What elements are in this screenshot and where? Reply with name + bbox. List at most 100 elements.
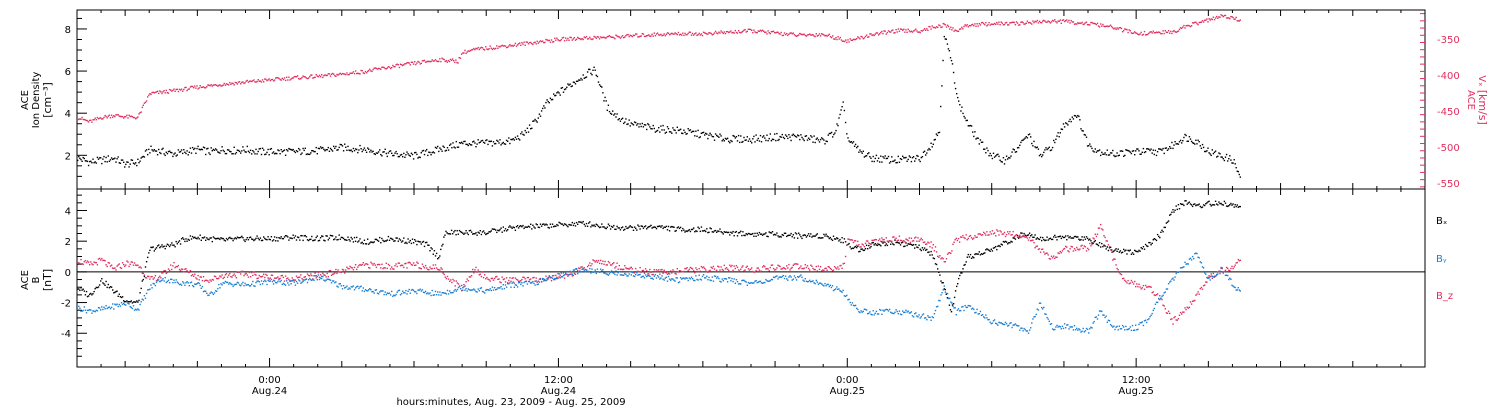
data-point	[166, 271, 169, 274]
data-point	[528, 226, 531, 228]
data-point	[294, 151, 297, 154]
data-point	[110, 264, 113, 266]
data-point	[1185, 200, 1187, 202]
data-point	[514, 284, 517, 286]
data-point	[298, 279, 300, 281]
data-point	[411, 153, 414, 156]
data-point	[804, 34, 806, 37]
data-point	[851, 247, 854, 249]
data-point	[1023, 138, 1025, 140]
data-point	[178, 151, 181, 153]
data-point	[907, 239, 909, 242]
data-point	[699, 270, 701, 272]
data-point	[1021, 21, 1023, 23]
data-point	[229, 282, 231, 284]
data-point	[281, 274, 283, 277]
data-point	[1162, 147, 1164, 150]
data-point	[129, 263, 131, 265]
data-point	[417, 262, 419, 264]
data-point	[1063, 20, 1066, 23]
data-point	[251, 80, 253, 83]
data-point	[1227, 160, 1229, 162]
data-point	[376, 68, 379, 70]
data-point	[397, 240, 399, 242]
data-point	[569, 273, 571, 275]
data-point	[1016, 22, 1019, 24]
data-point	[277, 240, 279, 242]
data-point	[261, 79, 264, 81]
data-point	[753, 235, 755, 237]
data-point	[386, 292, 388, 294]
data-point	[439, 255, 441, 257]
data-point	[1069, 235, 1071, 238]
data-point	[1028, 21, 1031, 24]
data-point	[1056, 135, 1058, 137]
data-point	[804, 234, 806, 236]
data-point	[278, 77, 280, 80]
data-point	[221, 274, 223, 276]
data-point	[238, 81, 241, 83]
data-point	[987, 234, 989, 236]
data-point	[218, 84, 220, 87]
data-point	[184, 240, 186, 243]
data-point	[491, 228, 494, 230]
data-point	[351, 238, 353, 240]
data-point	[191, 235, 194, 238]
data-point	[647, 34, 649, 37]
data-point	[487, 48, 489, 51]
data-point	[327, 239, 329, 241]
data-point	[1120, 27, 1123, 30]
data-point	[923, 28, 926, 30]
data-point	[505, 286, 508, 288]
data-point	[238, 237, 241, 239]
data-point	[991, 230, 994, 232]
data-point	[123, 302, 125, 305]
data-point	[578, 79, 580, 81]
data-point	[1134, 31, 1136, 33]
data-point	[367, 147, 369, 149]
data-point	[631, 123, 634, 125]
data-point	[953, 30, 955, 32]
data-point	[131, 307, 134, 310]
data-point	[884, 241, 886, 243]
data-point	[282, 150, 285, 152]
data-point	[914, 160, 916, 162]
data-point	[666, 126, 669, 128]
data-point	[463, 283, 465, 286]
data-point	[995, 23, 997, 25]
data-point	[972, 238, 974, 240]
data-point	[707, 231, 709, 234]
data-point	[805, 266, 808, 269]
data-point	[788, 263, 790, 266]
data-point	[1036, 237, 1038, 239]
data-point	[714, 133, 717, 135]
data-point	[621, 35, 624, 37]
data-point	[363, 290, 366, 293]
data-point	[712, 33, 715, 35]
data-point	[1069, 118, 1071, 121]
data-point	[1079, 248, 1081, 250]
data-point	[234, 153, 236, 155]
data-point	[735, 230, 738, 233]
data-point	[244, 240, 246, 243]
data-point	[422, 291, 425, 293]
data-point	[488, 48, 490, 50]
data-point	[560, 223, 562, 225]
data-point	[999, 230, 1001, 232]
data-point	[1146, 245, 1148, 247]
data-point	[596, 36, 599, 38]
data-point	[414, 291, 416, 293]
data-point	[771, 30, 774, 33]
data-point	[1187, 202, 1189, 204]
data-point	[542, 107, 544, 110]
data-point	[1182, 140, 1184, 142]
data-point	[553, 93, 555, 95]
data-point	[138, 266, 140, 269]
data-point	[1182, 311, 1184, 313]
data-point	[83, 118, 85, 121]
data-point	[946, 297, 949, 299]
data-point	[104, 308, 106, 310]
data-point	[647, 273, 649, 275]
data-point	[1166, 221, 1169, 223]
data-point	[418, 61, 420, 63]
